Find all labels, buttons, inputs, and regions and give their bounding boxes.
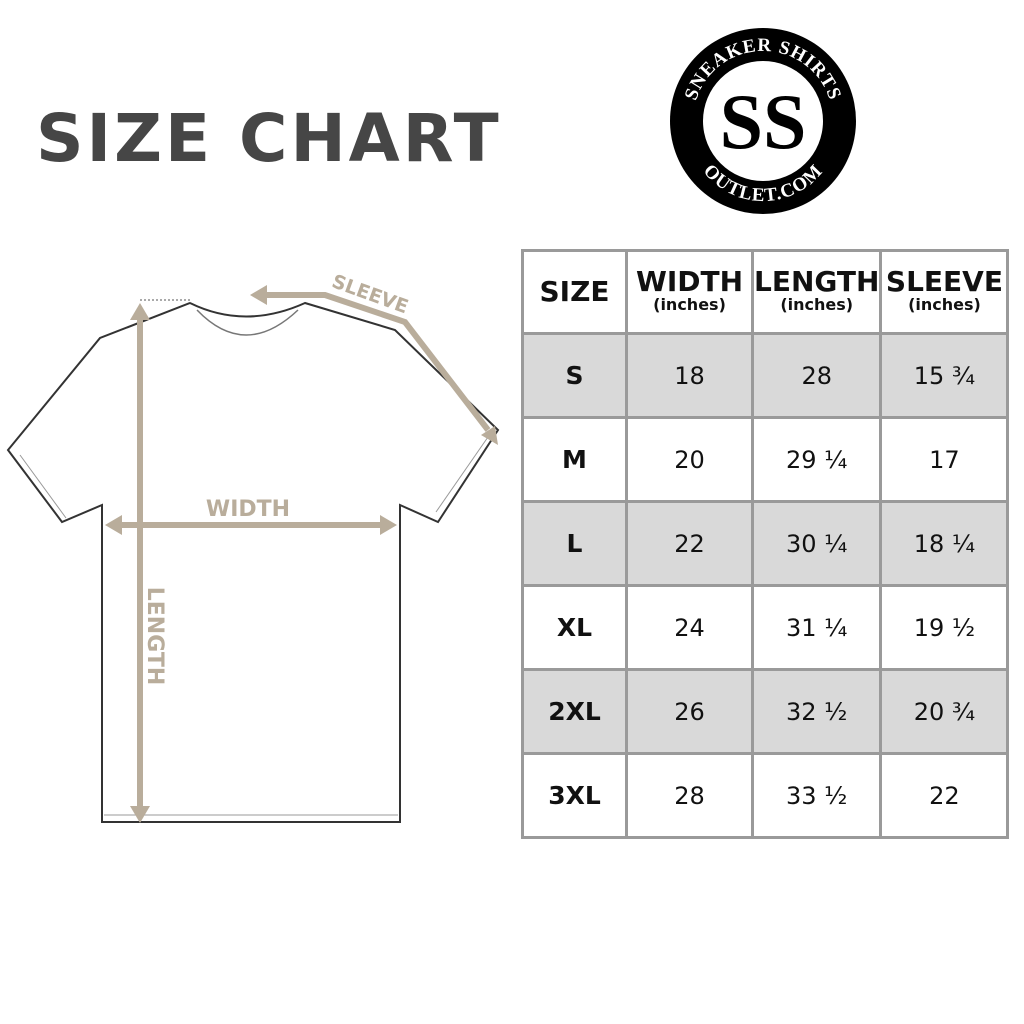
size-cell: XL — [521, 584, 628, 671]
size-cell: M — [521, 416, 628, 503]
value-cell: 29 ¼ — [750, 416, 883, 503]
value-cell: 30 ¼ — [750, 500, 883, 587]
sleeve-arrow — [265, 292, 491, 432]
value-cell: 18 ¼ — [879, 500, 1010, 587]
brand-logo: SNEAKER SHIRTS OUTLET.COM SS — [670, 28, 856, 214]
value-cell: 31 ¼ — [750, 584, 883, 671]
value-cell: 24 — [625, 584, 754, 671]
size-cell: S — [521, 332, 628, 419]
length-label: LENGTH — [142, 587, 167, 686]
table-row: L 22 30 ¼ 18 ¼ — [521, 500, 1010, 587]
value-cell: 17 — [879, 416, 1010, 503]
page-title: SIZE CHART — [36, 100, 502, 177]
value-cell: 28 — [750, 332, 883, 419]
table-row: 2XL 26 32 ½ 20 ¾ — [521, 668, 1010, 755]
header-size: SIZE — [521, 249, 628, 335]
size-cell: 2XL — [521, 668, 628, 755]
header-length: LENGTH (inches) — [750, 249, 883, 335]
value-cell: 20 ¾ — [879, 668, 1010, 755]
table-row: 3XL 28 33 ½ 22 — [521, 752, 1010, 839]
value-cell: 18 — [625, 332, 754, 419]
logo-monogram: SS — [720, 78, 807, 165]
value-cell: 20 — [625, 416, 754, 503]
value-cell: 28 — [625, 752, 754, 839]
size-cell: 3XL — [521, 752, 628, 839]
value-cell: 22 — [625, 500, 754, 587]
width-label: WIDTH — [206, 497, 290, 522]
tshirt-diagram: WIDTH LENGTH SLEEVE — [6, 270, 500, 823]
value-cell: 32 ½ — [750, 668, 883, 755]
header-width: WIDTH (inches) — [625, 249, 754, 335]
tshirt-outline — [6, 299, 500, 823]
value-cell: 33 ½ — [750, 752, 883, 839]
table-row: XL 24 31 ¼ 19 ½ — [521, 584, 1010, 671]
value-cell: 15 ¾ — [879, 332, 1010, 419]
value-cell: 26 — [625, 668, 754, 755]
value-cell: 22 — [879, 752, 1010, 839]
value-cell: 19 ½ — [879, 584, 1010, 671]
size-cell: L — [521, 500, 628, 587]
table-row: M 20 29 ¼ 17 — [521, 416, 1010, 503]
table-header-row: SIZE WIDTH (inches) LENGTH (inches) SLEEVE… — [521, 249, 1010, 335]
table-row: S 18 28 15 ¾ — [521, 332, 1010, 419]
size-table: SIZE WIDTH (inches) LENGTH (inches) SLEEVE… — [521, 249, 1010, 839]
measure-arrows — [105, 285, 498, 823]
header-sleeve: SLEEVE (inches) — [879, 249, 1010, 335]
